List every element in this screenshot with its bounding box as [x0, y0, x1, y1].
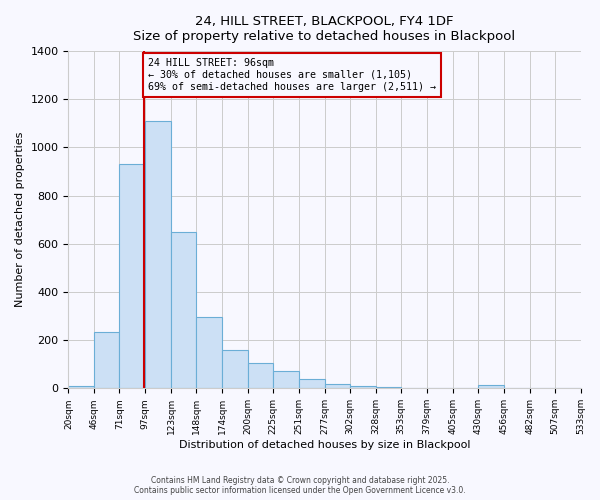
Text: Contains HM Land Registry data © Crown copyright and database right 2025.
Contai: Contains HM Land Registry data © Crown c… — [134, 476, 466, 495]
X-axis label: Distribution of detached houses by size in Blackpool: Distribution of detached houses by size … — [179, 440, 470, 450]
Bar — [222, 350, 248, 389]
Bar — [171, 232, 196, 388]
Y-axis label: Number of detached properties: Number of detached properties — [15, 132, 25, 308]
Bar — [350, 386, 376, 388]
Bar — [299, 379, 325, 388]
Bar — [325, 384, 350, 388]
Bar — [248, 363, 273, 388]
Bar — [94, 332, 119, 388]
Bar — [145, 121, 171, 388]
Bar — [478, 384, 503, 388]
Text: 24 HILL STREET: 96sqm
← 30% of detached houses are smaller (1,105)
69% of semi-d: 24 HILL STREET: 96sqm ← 30% of detached … — [148, 58, 436, 92]
Bar — [376, 387, 401, 388]
Bar — [119, 164, 145, 388]
Bar — [68, 386, 94, 388]
Title: 24, HILL STREET, BLACKPOOL, FY4 1DF
Size of property relative to detached houses: 24, HILL STREET, BLACKPOOL, FY4 1DF Size… — [133, 15, 515, 43]
Bar — [196, 318, 222, 388]
Bar — [273, 372, 299, 388]
